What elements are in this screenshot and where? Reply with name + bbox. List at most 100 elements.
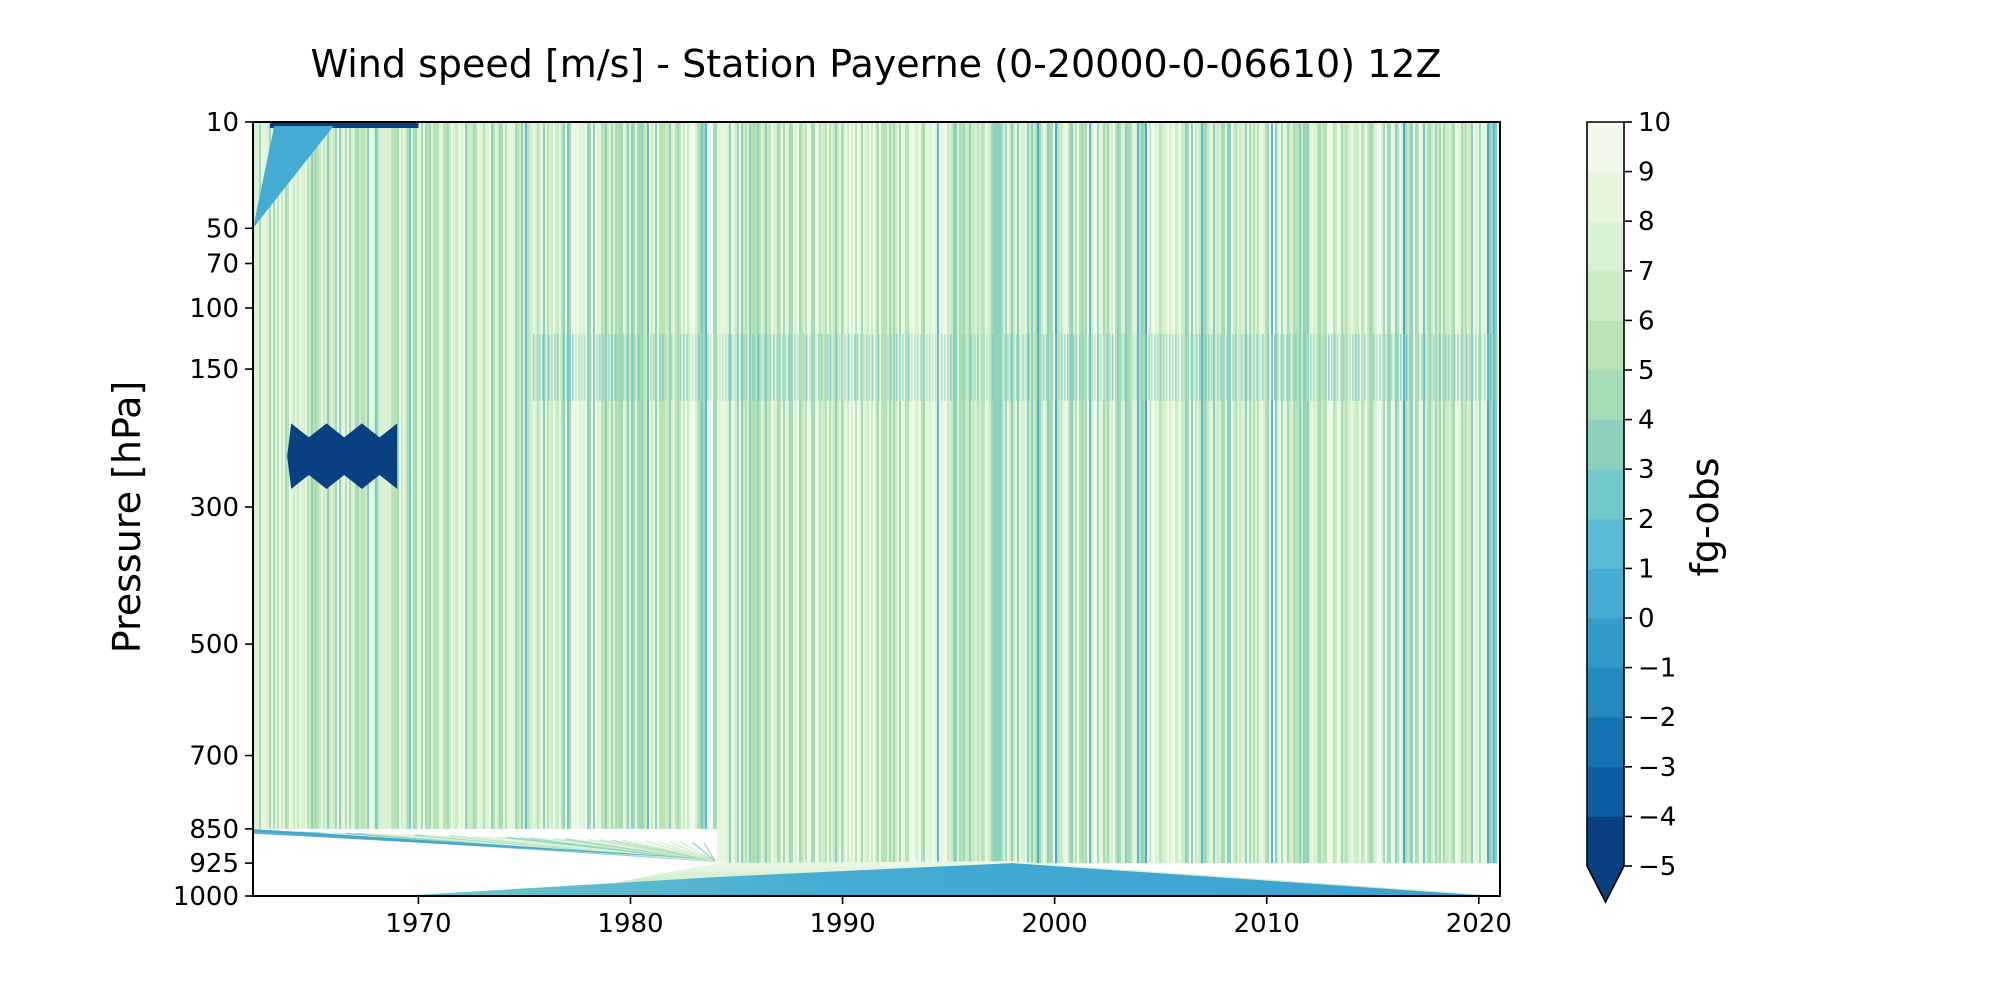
data-stripe <box>837 122 840 864</box>
data-stripe <box>271 122 274 829</box>
colorbar-bin <box>1587 221 1624 272</box>
colorbar-bin <box>1587 717 1624 768</box>
data-stripe <box>587 333 589 401</box>
data-stripe <box>1405 122 1408 864</box>
data-stripe <box>379 122 382 829</box>
data-stripe <box>1289 333 1291 401</box>
top-wedge <box>253 126 334 229</box>
data-stripe <box>941 122 944 864</box>
data-stripe <box>920 333 922 401</box>
data-stripe <box>941 333 943 401</box>
data-stripe <box>1175 122 1178 864</box>
data-stripe <box>471 122 474 829</box>
data-stripe <box>1079 122 1082 864</box>
data-stripe <box>1454 333 1456 401</box>
data-stripe <box>1127 333 1129 401</box>
data-stripe <box>259 122 262 829</box>
data-stripe <box>509 122 512 829</box>
data-stripe <box>1376 333 1378 401</box>
data-stripe <box>671 333 673 401</box>
data-stripe <box>1413 122 1416 864</box>
data-stripe <box>887 122 890 864</box>
data-stripe <box>1447 122 1450 864</box>
data-stripe <box>905 122 908 864</box>
data-stripe <box>1065 122 1068 864</box>
data-stripe <box>761 333 763 401</box>
data-stripe <box>771 122 774 864</box>
data-stripe <box>1059 122 1062 864</box>
data-stripe <box>917 122 920 864</box>
data-stripe <box>1117 122 1120 864</box>
data-stripe <box>857 333 859 401</box>
data-stripe <box>1279 122 1282 864</box>
data-stripe <box>787 122 790 864</box>
data-stripe <box>893 122 896 864</box>
data-stripe <box>571 122 574 829</box>
data-stripe <box>1475 122 1478 864</box>
data-stripe <box>911 122 914 864</box>
data-stripe <box>1373 333 1375 401</box>
data-stripe <box>905 333 907 401</box>
fan-line <box>703 842 716 862</box>
data-stripe <box>1112 333 1114 401</box>
data-stripe <box>1433 122 1436 864</box>
data-stripe <box>1247 333 1249 401</box>
data-stripe <box>965 122 968 864</box>
data-stripe <box>1247 122 1250 864</box>
data-stripe <box>683 333 685 401</box>
data-stripe <box>1381 122 1384 864</box>
data-stripe <box>691 122 694 829</box>
data-stripe <box>813 122 816 864</box>
data-stripe <box>419 122 422 829</box>
data-stripe <box>1177 122 1180 864</box>
data-stripe <box>1213 122 1216 864</box>
data-stripe <box>1073 333 1075 401</box>
data-stripe <box>1001 333 1003 401</box>
data-stripe <box>1081 122 1084 864</box>
data-stripe <box>623 333 625 401</box>
data-stripe <box>625 122 628 829</box>
data-stripe <box>869 333 871 401</box>
data-stripe <box>721 122 724 864</box>
data-stripe <box>1286 333 1288 401</box>
colorbar-bin <box>1587 270 1624 321</box>
data-stripe <box>1061 122 1064 864</box>
data-stripe <box>269 122 272 829</box>
data-stripe <box>1334 333 1336 401</box>
data-stripe <box>1095 122 1098 864</box>
y-tick-label: 10 <box>206 108 239 138</box>
data-stripe <box>635 122 638 829</box>
data-stripe <box>689 122 692 829</box>
data-stripe <box>863 333 865 401</box>
data-stripe <box>1365 122 1368 864</box>
x-tick-label: 1990 <box>809 909 875 939</box>
data-stripe <box>725 333 727 401</box>
data-stripe <box>943 122 946 864</box>
data-stripe <box>1489 122 1492 864</box>
data-stripe <box>815 122 818 864</box>
data-stripe <box>1439 333 1441 401</box>
data-stripe <box>1001 122 1004 864</box>
data-stripe <box>1113 122 1116 864</box>
data-stripe <box>1039 122 1042 864</box>
data-stripe <box>1202 333 1204 401</box>
data-stripe <box>1233 122 1236 864</box>
fan-line <box>691 841 716 862</box>
data-stripe <box>908 333 910 401</box>
data-stripe <box>1201 122 1204 864</box>
data-stripe <box>1013 122 1016 864</box>
data-stripe <box>1292 333 1294 401</box>
data-stripe <box>1472 333 1474 401</box>
data-stripe <box>765 122 768 864</box>
data-stripe <box>1397 122 1400 864</box>
data-stripe <box>554 333 556 401</box>
data-stripe <box>1229 122 1232 864</box>
data-stripe <box>1367 333 1369 401</box>
data-stripe <box>1388 333 1390 401</box>
data-stripe <box>1203 122 1206 864</box>
data-stripe <box>1031 122 1034 864</box>
data-stripe <box>1118 333 1120 401</box>
data-stripe <box>503 122 506 829</box>
data-stripe <box>953 122 956 864</box>
data-stripe <box>1089 122 1092 864</box>
